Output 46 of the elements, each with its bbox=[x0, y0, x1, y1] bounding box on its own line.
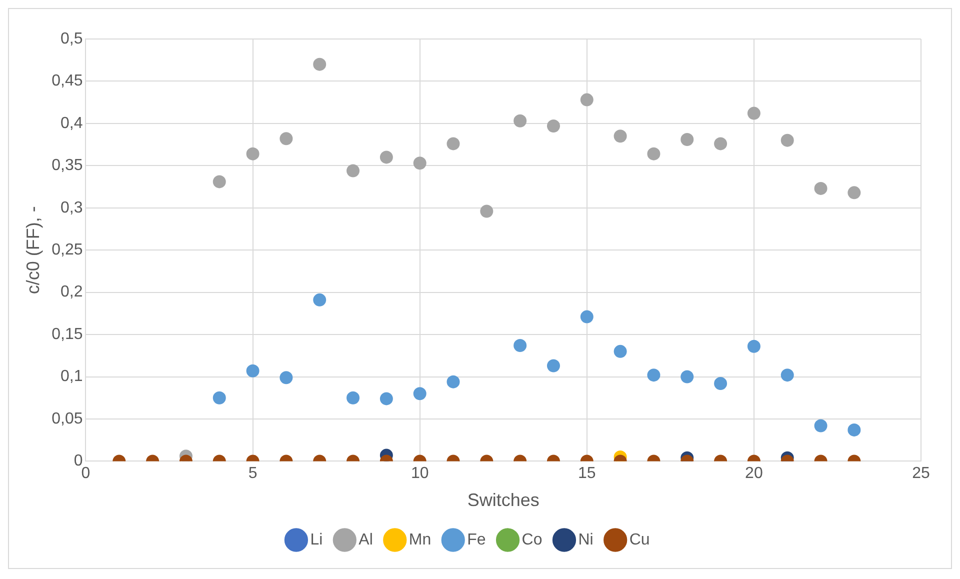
y-tick-label: 0,1 bbox=[60, 368, 83, 386]
x-tick-label: 15 bbox=[578, 465, 596, 482]
legend-label: Cu bbox=[629, 531, 650, 548]
legend-label: Al bbox=[358, 531, 373, 548]
y-tick-label: 0,25 bbox=[52, 242, 83, 259]
point bbox=[580, 93, 594, 106]
point bbox=[780, 134, 794, 147]
legend-label: Ni bbox=[578, 531, 594, 548]
point bbox=[346, 164, 360, 178]
point bbox=[514, 114, 527, 128]
y-tick-label: 0,45 bbox=[52, 72, 83, 90]
x-tick-label: 25 bbox=[912, 465, 930, 482]
point bbox=[413, 156, 426, 170]
y-tick-label: 0,2 bbox=[60, 284, 83, 301]
y-tick-label: 0,05 bbox=[52, 410, 83, 428]
point bbox=[446, 137, 460, 150]
x-axis-title: Switches bbox=[467, 490, 540, 510]
legend-label: Mn bbox=[408, 531, 432, 548]
point bbox=[480, 204, 494, 218]
point bbox=[212, 175, 226, 188]
x-tick-label: 20 bbox=[745, 465, 763, 482]
point bbox=[546, 119, 560, 132]
legend-label: Li bbox=[310, 531, 323, 548]
point bbox=[313, 58, 326, 71]
point bbox=[647, 147, 660, 160]
x-tick-label: 10 bbox=[410, 465, 429, 482]
point bbox=[380, 150, 393, 164]
x-tick-label: 5 bbox=[248, 465, 258, 482]
legend-label: Co bbox=[522, 531, 542, 548]
y-axis-title: c/c0 (FF), - bbox=[22, 206, 43, 294]
point bbox=[714, 137, 728, 150]
point bbox=[280, 132, 293, 146]
y-tick-label: 0,3 bbox=[60, 199, 83, 216]
point bbox=[313, 293, 326, 306]
y-tick-label: 0,4 bbox=[60, 114, 83, 132]
point bbox=[246, 147, 260, 160]
point bbox=[848, 186, 861, 200]
legend-label: Fe bbox=[467, 531, 486, 548]
point bbox=[614, 130, 627, 143]
y-tick-label: 0,35 bbox=[52, 157, 83, 174]
point bbox=[814, 182, 828, 195]
point bbox=[680, 132, 694, 146]
y-tick-label: 0 bbox=[74, 452, 83, 470]
point bbox=[747, 106, 760, 120]
y-tick-label: 0,15 bbox=[52, 326, 83, 343]
y-tick-label: 0,5 bbox=[60, 30, 83, 48]
